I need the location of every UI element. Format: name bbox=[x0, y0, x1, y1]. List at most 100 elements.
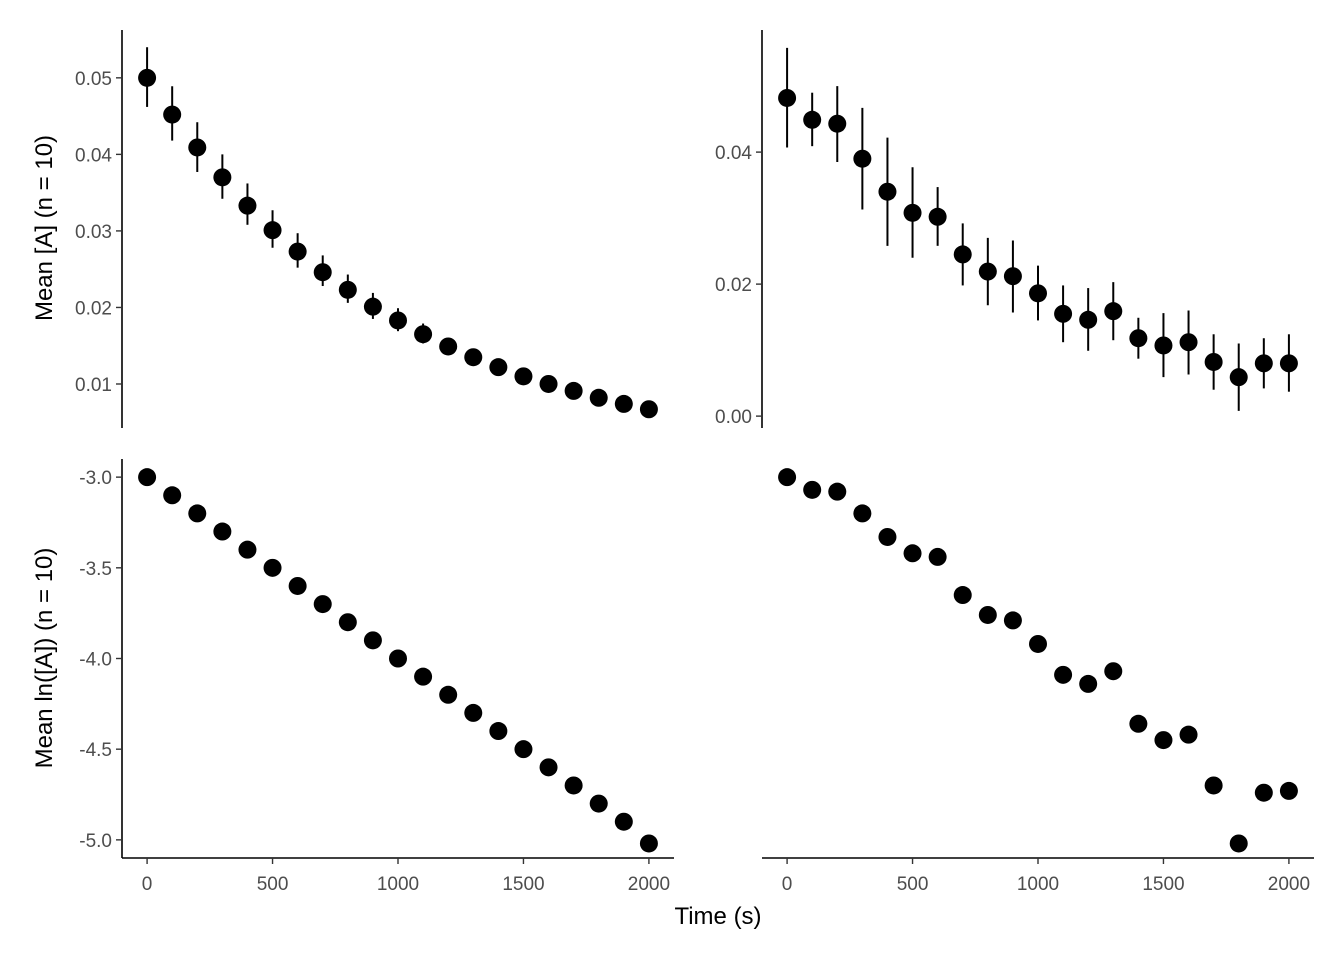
data-point bbox=[564, 776, 583, 795]
data-point bbox=[188, 138, 207, 157]
data-point bbox=[1029, 634, 1047, 653]
data-point bbox=[1129, 329, 1148, 348]
x-tick-label: 2000 bbox=[1268, 874, 1310, 895]
data-point bbox=[1054, 304, 1073, 323]
x-tick-label: 2000 bbox=[628, 874, 670, 895]
y-axis-title-top: Mean [A] (n = 10) bbox=[31, 135, 58, 321]
y-tick-label: -3.5 bbox=[79, 559, 112, 580]
data-point bbox=[1254, 783, 1273, 802]
data-point bbox=[589, 388, 608, 407]
data-point bbox=[1104, 302, 1123, 321]
data-point bbox=[928, 207, 947, 226]
y-axis-title-bottom: Mean ln([A]) (n = 10) bbox=[31, 548, 58, 769]
data-point bbox=[1104, 662, 1123, 681]
data-point bbox=[288, 576, 307, 595]
x-tick-label: 1000 bbox=[377, 874, 419, 895]
y-tick-label: 0.05 bbox=[75, 69, 112, 90]
data-point bbox=[163, 105, 182, 124]
data-point bbox=[363, 297, 382, 316]
x-tick-label: 0 bbox=[782, 874, 793, 895]
data-point bbox=[313, 263, 332, 282]
data-point bbox=[414, 667, 433, 686]
data-point bbox=[853, 149, 872, 168]
data-point bbox=[903, 203, 922, 222]
data-point bbox=[489, 358, 508, 377]
data-point bbox=[803, 480, 822, 499]
data-point bbox=[778, 88, 797, 107]
data-point bbox=[414, 325, 433, 344]
data-point bbox=[263, 221, 282, 240]
data-point bbox=[564, 381, 583, 400]
data-point bbox=[288, 242, 307, 261]
data-point bbox=[1079, 310, 1098, 329]
data-point bbox=[928, 547, 947, 566]
data-point bbox=[1129, 714, 1148, 733]
panel-bottom-right: 0 500 1000 1500 2000 bbox=[762, 468, 1314, 895]
data-point bbox=[514, 367, 533, 386]
data-point bbox=[539, 758, 558, 777]
data-point bbox=[313, 595, 332, 614]
data-point bbox=[338, 613, 357, 632]
data-point bbox=[1079, 674, 1098, 693]
data-point bbox=[878, 527, 897, 546]
data-point bbox=[489, 722, 508, 741]
data-point bbox=[1229, 368, 1248, 387]
y-tick-label: 0.02 bbox=[715, 275, 752, 296]
data-point bbox=[614, 812, 633, 831]
data-point bbox=[238, 540, 257, 559]
data-point bbox=[389, 649, 407, 668]
data-point bbox=[953, 245, 972, 264]
data-point bbox=[639, 400, 658, 419]
data-point bbox=[213, 168, 232, 187]
data-point bbox=[978, 262, 997, 281]
data-point bbox=[213, 522, 232, 541]
x-tick-label: 0 bbox=[142, 874, 153, 895]
data-point bbox=[188, 504, 207, 523]
data-point bbox=[953, 586, 972, 605]
data-point bbox=[1279, 354, 1298, 373]
data-point bbox=[514, 740, 533, 759]
panel-top-right: 0.00 0.02 0.04 bbox=[715, 30, 1298, 428]
data-point bbox=[238, 196, 257, 215]
data-point bbox=[464, 703, 483, 722]
x-tick-label: 1000 bbox=[1017, 874, 1059, 895]
data-point bbox=[853, 504, 872, 523]
data-point bbox=[439, 685, 458, 704]
y-tick-label: 0.04 bbox=[75, 145, 112, 166]
data-point bbox=[138, 468, 157, 487]
x-tick-label: 1500 bbox=[502, 874, 544, 895]
data-point bbox=[828, 482, 847, 501]
x-tick-label: 500 bbox=[257, 874, 289, 895]
data-point bbox=[778, 468, 797, 487]
y-tick-label: 0.00 bbox=[715, 407, 752, 428]
data-point bbox=[1229, 834, 1248, 853]
x-axis-title: Time (s) bbox=[674, 903, 761, 930]
y-tick-label: 0.01 bbox=[75, 375, 112, 396]
data-point bbox=[464, 348, 483, 367]
panel-bottom-left: -5.0 -4.5 -4.0 -3.5 -3.0 0 500 1000 1500 2000 bbox=[79, 459, 674, 895]
data-point bbox=[263, 558, 282, 577]
data-point bbox=[1003, 611, 1022, 630]
data-point bbox=[828, 114, 847, 133]
data-point bbox=[614, 394, 633, 413]
data-point bbox=[138, 68, 157, 87]
data-point bbox=[639, 834, 658, 853]
data-point bbox=[1003, 267, 1022, 286]
data-point bbox=[439, 337, 458, 356]
data-point bbox=[1029, 284, 1047, 303]
data-point bbox=[978, 605, 997, 624]
data-point bbox=[1154, 336, 1173, 355]
y-tick-label: -4.0 bbox=[79, 650, 112, 671]
data-point bbox=[803, 110, 822, 129]
data-point bbox=[1204, 776, 1223, 795]
data-point bbox=[338, 280, 357, 299]
panel-top-left: 0.01 0.02 0.03 0.04 0.05 bbox=[75, 30, 658, 428]
y-tick-label: 0.04 bbox=[715, 143, 752, 164]
y-tick-label: 0.03 bbox=[75, 222, 112, 243]
data-point bbox=[539, 374, 558, 393]
data-point bbox=[903, 544, 922, 563]
data-point bbox=[1279, 781, 1298, 800]
data-point bbox=[1154, 731, 1173, 750]
y-tick-label: -4.5 bbox=[79, 740, 112, 761]
